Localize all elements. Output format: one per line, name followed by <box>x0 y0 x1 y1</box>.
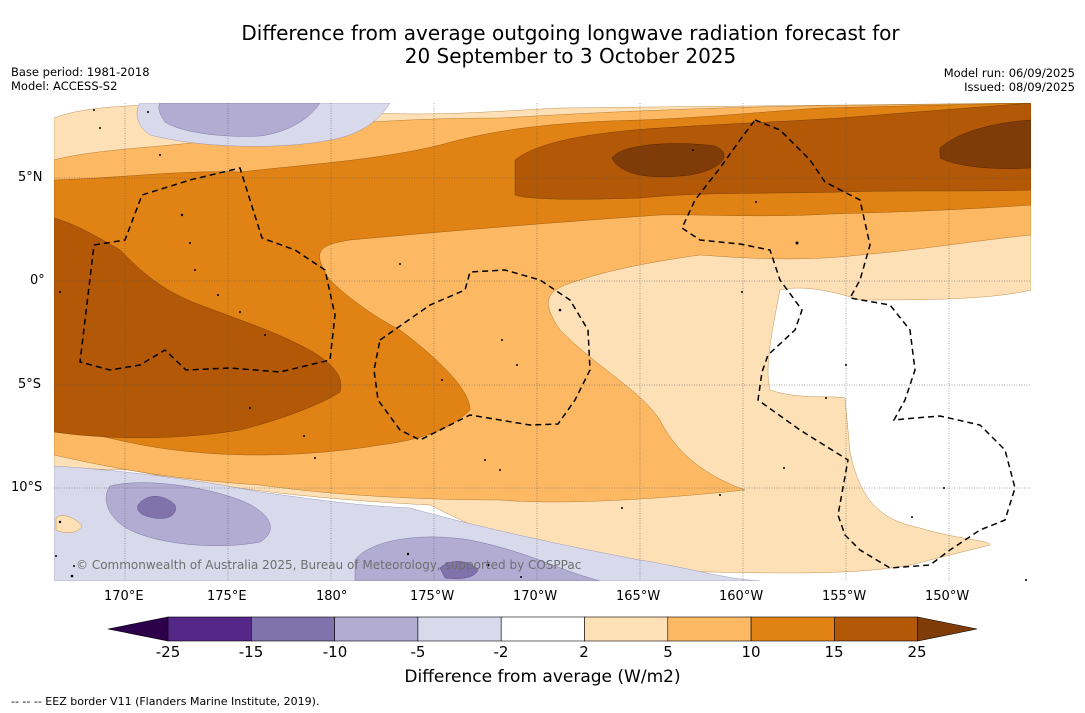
lon-label-150w: 150°W <box>925 589 970 604</box>
colorbar-tick-label: -15 <box>238 643 264 661</box>
model-name: Model: ACCESS-S2 <box>11 79 118 93</box>
eez-border-line-islands <box>681 119 1016 569</box>
colorbar-segment-5 <box>500 616 585 642</box>
colorbar-segment-9 <box>834 616 919 642</box>
lon-label-180: 180° <box>316 589 348 604</box>
eez-borders <box>79 119 1016 569</box>
anomaly-15-25-region-west <box>54 217 342 438</box>
colorbar-segment-2 <box>251 616 335 642</box>
anomaly-neg-10-5-region-north <box>158 103 321 137</box>
colorbar-tick-label: -10 <box>322 643 348 661</box>
base-period: Base period: 1981-2018 <box>11 65 150 79</box>
lat-label-10s: 10°S <box>11 480 43 495</box>
colorbar-label: Difference from average (W/m2) <box>0 667 1085 687</box>
graticule <box>54 103 1031 581</box>
copyright-credit: © Commonwealth of Australia 2025, Bureau… <box>76 558 582 572</box>
colorbar-segment-8 <box>750 616 835 642</box>
colorbar-extend-low <box>107 616 169 642</box>
lon-label-165w: 165°W <box>616 589 661 604</box>
eez-border-kiribati-gilbert <box>79 167 336 373</box>
colorbar-tick-label: 10 <box>741 643 761 661</box>
colorbar-segment-6 <box>584 616 669 642</box>
colorbar-tick-label: -5 <box>410 643 426 661</box>
colorbar-label-text: Difference from average (W/m2) <box>404 667 681 687</box>
colorbar-segment-4 <box>417 616 502 642</box>
issued-date: Issued: 08/09/2025 <box>964 80 1075 94</box>
lon-label-170w: 170°W <box>513 589 558 604</box>
anomaly-map <box>54 103 1031 581</box>
colorbar-tick-label: -2 <box>493 643 509 661</box>
model-run: Model run: 06/09/2025 <box>943 66 1075 80</box>
meta-right: Model run: 06/09/2025 Issued: 08/09/2025 <box>944 66 1075 94</box>
eez-legend: -- -- -- EEZ border V11 (Flanders Marine… <box>11 695 320 708</box>
lat-label-5s: 5°S <box>18 377 42 392</box>
meta-left: Base period: 1981-2018 Model: ACCESS-S2 <box>11 65 150 93</box>
eez-border-tuvalu-tokelau <box>373 269 591 441</box>
lon-label-170e: 170°E <box>104 589 144 604</box>
lon-label-160w: 160°W <box>719 589 764 604</box>
anomaly-neg-15-10-region-b <box>439 561 479 579</box>
lat-label-5n: 5°N <box>18 170 43 185</box>
colorbar-segment-3 <box>334 616 419 642</box>
anomaly-small-orange-patch <box>55 515 83 533</box>
map-title-line1: Difference from average outgoing longwav… <box>241 21 900 45</box>
anomaly-neg-5-2-region-south <box>54 465 761 581</box>
colorbar <box>107 616 978 642</box>
colorbar-tick-label: 15 <box>824 643 844 661</box>
colorbar-extend-high <box>917 616 978 642</box>
lon-label-175e: 175°E <box>207 589 247 604</box>
lon-label-155w: 155°W <box>822 589 867 604</box>
islands <box>55 109 1027 581</box>
colorbar-segment-7 <box>667 616 752 642</box>
lat-label-0: 0° <box>30 273 45 288</box>
colorbar-segment-1 <box>167 616 252 642</box>
colorbar-tick-label: 5 <box>663 643 673 661</box>
lon-label-175w: 175°W <box>410 589 455 604</box>
colorbar-tick-label: 25 <box>907 643 927 661</box>
colorbar-tick-label: -25 <box>155 643 181 661</box>
map-title-line2: 20 September to 3 October 2025 <box>404 44 737 68</box>
colorbar-tick-label: 2 <box>579 643 589 661</box>
anomaly-neg-15-10-region-a <box>137 496 176 519</box>
anomaly-neg-10-5-region-south <box>354 536 601 581</box>
anomaly-over-25-region-b <box>939 119 1031 169</box>
